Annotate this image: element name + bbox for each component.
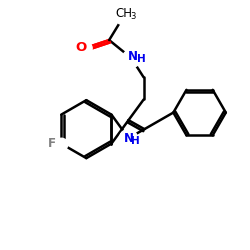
Text: O: O bbox=[75, 41, 86, 54]
Text: N: N bbox=[124, 132, 134, 145]
Text: N: N bbox=[128, 50, 138, 63]
Text: 3: 3 bbox=[130, 12, 135, 21]
Text: H: H bbox=[138, 54, 146, 64]
Text: F: F bbox=[48, 137, 56, 150]
Text: CH: CH bbox=[115, 7, 132, 20]
Text: H: H bbox=[131, 136, 140, 146]
